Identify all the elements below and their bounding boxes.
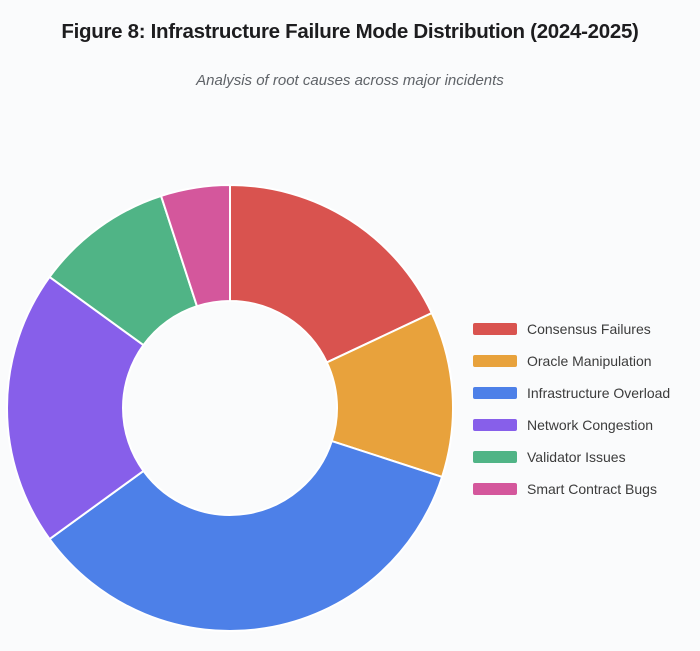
legend: Consensus Failures Oracle Manipulation Inf… [473,321,671,497]
legend-item-smart-contract-bugs: Smart Contract Bugs [473,481,670,497]
figure-subtitle: Analysis of root causes across major inc… [196,72,504,89]
legend-label: Network Congestion [527,417,654,433]
legend-label: Validator Issues [527,449,626,465]
legend-swatch-oracle-manipulation [473,355,517,367]
legend-swatch-network-congestion [473,419,517,431]
legend-label: Oracle Manipulation [527,353,652,369]
donut-slice-smart-contract-bugs [160,184,231,308]
legend-swatch-smart-contract-bugs [473,483,517,495]
donut-slice-network-congestion [6,275,145,541]
legend-item-consensus-failures: Consensus Failures [473,321,670,337]
legend-swatch-infrastructure-overload [473,387,517,399]
donut-slice-consensus-failures [229,184,433,364]
legend-label: Infrastructure Overload [527,385,671,401]
legend-label: Smart Contract Bugs [527,481,657,497]
legend-item-infrastructure-overload: Infrastructure Overload [473,385,671,401]
donut-slice-infrastructure-overload [48,440,444,632]
legend-item-network-congestion: Network Congestion [473,417,670,433]
legend-swatch-consensus-failures [473,323,517,335]
legend-item-oracle-manipulation: Oracle Manipulation [473,353,670,369]
legend-swatch-validator-issues [473,451,517,463]
legend-item-validator-issues: Validator Issues [473,449,670,465]
legend-label: Consensus Failures [527,321,651,337]
figure-title: Figure 8: Infrastructure Failure Mode Di… [61,20,639,43]
